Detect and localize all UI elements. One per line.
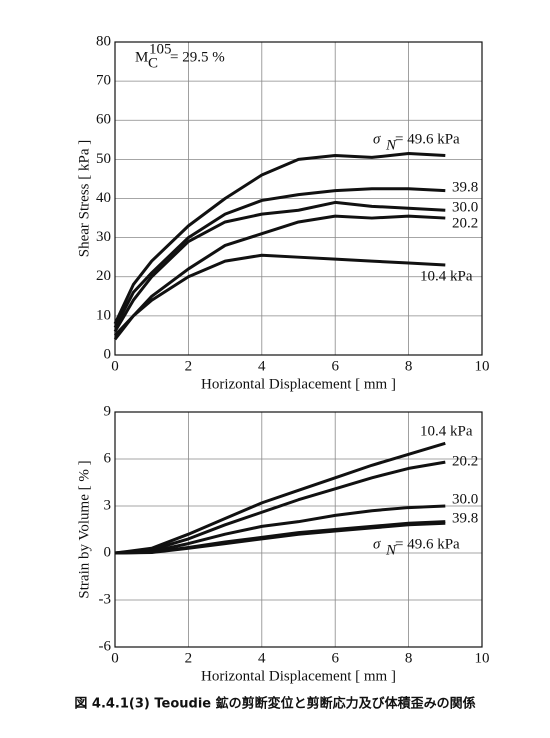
annotation-subscript: C <box>148 55 158 71</box>
y-tick-label: -3 <box>99 591 112 607</box>
x-tick-label: 2 <box>185 650 193 666</box>
series-label: 39.8 <box>452 179 478 195</box>
y-tick-label: 0 <box>104 544 112 560</box>
series-label: 10.4 kPa <box>420 268 473 284</box>
y-tick-label: 70 <box>96 73 111 89</box>
sigma-symbol: σ <box>373 536 381 552</box>
y-tick-label: -6 <box>99 638 112 654</box>
series-label: 10.4 kPa <box>420 423 473 439</box>
x-tick-label: 8 <box>405 650 413 666</box>
y-tick-label: 0 <box>104 346 112 362</box>
series-line <box>114 441 446 555</box>
y-tick-label: 20 <box>96 268 111 284</box>
y-tick-label: 50 <box>96 151 111 167</box>
y-tick-label: 80 <box>96 33 111 49</box>
series-label: 30.0 <box>452 199 478 215</box>
series-line <box>114 521 446 555</box>
x-tick-label: 10 <box>475 650 490 666</box>
y-tick-label: 60 <box>96 112 111 128</box>
y-tick-label: 30 <box>96 229 111 245</box>
x-tick-label: 8 <box>405 358 413 374</box>
y-tick-label: 3 <box>104 497 112 513</box>
x-tick-label: 4 <box>258 650 266 666</box>
series-label: 39.8 <box>452 510 478 526</box>
y-tick-label: 40 <box>96 190 111 206</box>
x-axis-title: Horizontal Displacement [ mm ] <box>201 376 396 392</box>
x-tick-label: 2 <box>185 358 193 374</box>
y-tick-label: 9 <box>104 403 112 419</box>
series-label: 20.2 <box>452 215 478 231</box>
x-tick-label: 0 <box>111 650 119 666</box>
y-tick-label: 10 <box>96 307 111 323</box>
plot-frame <box>114 41 483 356</box>
y-axis-title: Strain by Volume [ % ] <box>76 460 92 598</box>
series-label: = 49.6 kPa <box>395 536 460 552</box>
caption: 図 4.4.1(3) Teoudie 鉱の剪断変位と剪断応力及び体積歪みの関係 <box>74 696 475 712</box>
series-label: = 49.6 kPa <box>395 131 460 147</box>
series-line <box>113 187 446 329</box>
series-line <box>113 200 446 333</box>
annotation-superscript: 105 <box>149 41 172 57</box>
y-tick-label: 6 <box>104 450 112 466</box>
series-line <box>113 214 446 341</box>
plot-frame <box>114 411 483 648</box>
x-tick-label: 0 <box>111 358 119 374</box>
sigma-subscript: N <box>385 137 397 153</box>
x-tick-label: 4 <box>258 358 266 374</box>
annotation-symbol: M <box>135 49 148 65</box>
sigma-subscript: N <box>385 542 397 558</box>
x-tick-label: 6 <box>331 358 339 374</box>
annotation-text: = 29.5 % <box>170 49 225 65</box>
series-line <box>114 460 446 555</box>
x-tick-label: 6 <box>331 650 339 666</box>
y-axis-title: Shear Stress [ kPa ] <box>76 140 92 257</box>
series-line <box>113 152 446 325</box>
x-tick-label: 10 <box>475 358 490 374</box>
sigma-symbol: σ <box>373 131 381 147</box>
x-axis-title: Horizontal Displacement [ mm ] <box>201 668 396 684</box>
series-label: 20.2 <box>452 453 478 469</box>
series-line <box>113 253 446 337</box>
series-line <box>114 504 446 555</box>
series-label: 30.0 <box>452 491 478 507</box>
